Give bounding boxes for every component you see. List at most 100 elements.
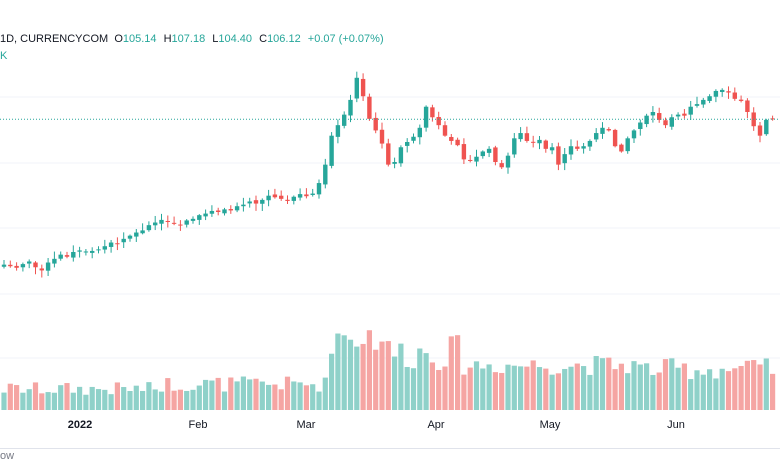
volume-bar (763, 358, 769, 410)
volume-bar (392, 356, 398, 410)
candle-body (468, 159, 473, 161)
volume-bar (221, 391, 228, 410)
volume-bar (492, 372, 498, 410)
candle-body (436, 116, 441, 126)
chart-grid (0, 96, 780, 359)
volume-bar (707, 369, 713, 410)
candle-body (279, 195, 284, 199)
volume-bar (417, 348, 423, 410)
candle-body (102, 246, 107, 250)
volume-bar (700, 374, 706, 410)
candle-body (575, 146, 580, 149)
volume-bar (568, 366, 574, 410)
candle-body (411, 136, 416, 141)
candle-body (726, 91, 731, 93)
candle-body (140, 230, 145, 234)
volume-bar (511, 365, 517, 410)
volume-bar (448, 336, 454, 410)
candle-body (159, 219, 164, 224)
volume-bar (51, 392, 57, 410)
candle-body (663, 120, 668, 126)
volume-bar (694, 370, 700, 410)
indicator-pane-strip (0, 448, 780, 471)
close-label: C (259, 33, 268, 45)
volume-bar (303, 385, 309, 410)
candle-body (108, 242, 114, 247)
volume-bar (536, 367, 543, 410)
candle-body (360, 78, 366, 97)
candle-body (392, 162, 397, 164)
volume-bar (291, 381, 297, 410)
volume-bar (247, 379, 253, 410)
volume-bar (429, 362, 435, 410)
candle-body (329, 135, 334, 166)
volume-bar (196, 385, 202, 410)
volume-bar (26, 389, 32, 410)
volume-bar (272, 384, 278, 410)
volume-bar (461, 374, 467, 410)
x-tick-label: Jun (667, 419, 685, 431)
candle-body (745, 100, 750, 112)
volume-bar (347, 339, 354, 410)
volume-bar (184, 390, 190, 410)
candle-body (493, 147, 498, 162)
volume-bar (732, 368, 738, 410)
volume-bar (64, 383, 70, 410)
volume-bar (209, 380, 215, 410)
volume-bar (543, 368, 549, 410)
candle-body (713, 90, 719, 97)
volume-bar (203, 379, 209, 410)
volume-bar (121, 387, 127, 410)
candle-body (216, 210, 221, 212)
volume-bar (190, 389, 196, 410)
volume-bar (581, 366, 587, 410)
candle-body (115, 243, 120, 245)
candle-body (64, 255, 70, 257)
candle-body (121, 238, 126, 243)
volume-bar (524, 366, 530, 410)
volume-bar (58, 385, 64, 410)
volume-bar (675, 367, 681, 410)
candle-body (304, 194, 309, 197)
volume-bar (612, 369, 618, 410)
volume-bar (744, 360, 750, 410)
candle-body (14, 265, 19, 268)
volume-bar (140, 390, 146, 410)
volume-bar (234, 381, 240, 410)
volume-bar (599, 358, 606, 410)
candle-body (146, 225, 152, 231)
candle-body (461, 144, 467, 160)
candle-body (738, 99, 744, 101)
candle-body (1, 264, 7, 267)
volume-bar (335, 333, 341, 410)
candle-body (587, 140, 593, 147)
volume-bar (656, 372, 662, 410)
candle-body (297, 194, 303, 198)
x-tick-label: Apr (427, 419, 444, 431)
candle-body (650, 112, 656, 116)
candle-body (631, 130, 637, 139)
candle-body (405, 142, 410, 146)
candle-body (423, 106, 429, 128)
volume-bar (423, 353, 429, 410)
candle-body (285, 199, 290, 201)
candle-body (260, 199, 265, 204)
candle-body (386, 143, 391, 165)
candle-body (96, 249, 101, 251)
candle-body (253, 200, 259, 204)
candle-body (153, 222, 158, 226)
high-label: H (163, 33, 172, 45)
candle-body (203, 213, 208, 217)
candle-body (178, 224, 183, 226)
volume-bar (631, 361, 637, 410)
candlesticks (1, 71, 775, 278)
candle-body (480, 151, 485, 157)
candle-body (335, 125, 341, 137)
volume-bar (480, 368, 486, 410)
volume-bar (310, 384, 316, 410)
volume-bar (562, 368, 568, 410)
volume-bar (379, 341, 385, 410)
volume-bar (618, 363, 624, 410)
volume-bar (297, 382, 303, 410)
candle-body (568, 146, 574, 155)
